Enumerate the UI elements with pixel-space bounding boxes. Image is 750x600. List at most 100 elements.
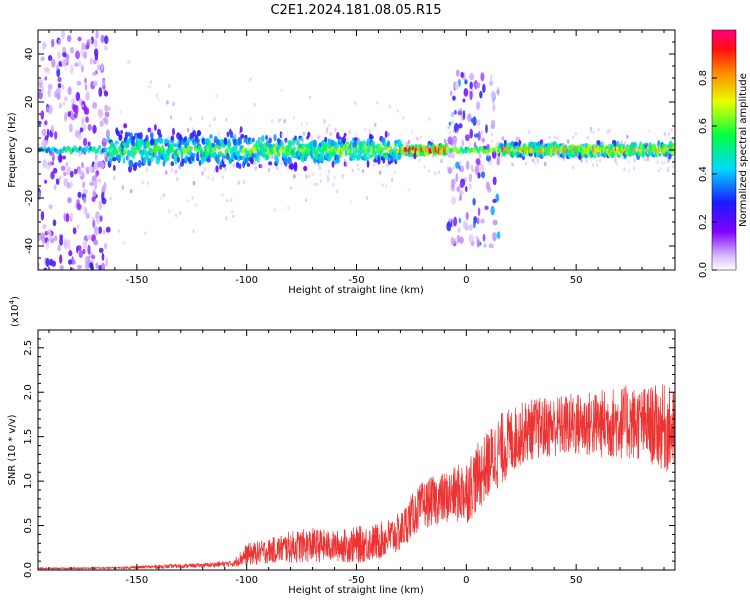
spectrogram-cell bbox=[46, 240, 49, 250]
spectrogram-cell bbox=[580, 158, 583, 163]
spectrogram-cell bbox=[67, 259, 73, 265]
spectrogram-cell bbox=[96, 59, 100, 64]
spectrogram-cell bbox=[485, 124, 488, 134]
spectrogram-cell bbox=[91, 175, 97, 182]
spectrogram-cell bbox=[70, 97, 76, 104]
spectrogram-cell bbox=[223, 137, 228, 146]
spectrogram-cell bbox=[357, 153, 362, 159]
spectrogram-cell bbox=[261, 135, 265, 143]
spectrogram-cell bbox=[535, 157, 539, 161]
snr-y-axis-label: SNR (10 * v/v) bbox=[7, 414, 18, 485]
spectrogram-cell bbox=[450, 112, 455, 118]
spectrogram-cell bbox=[184, 135, 188, 142]
spectrogram-cell bbox=[393, 170, 396, 175]
spectrogram-cell bbox=[48, 230, 52, 241]
spectrogram-cell bbox=[123, 123, 128, 129]
spectrogram-cell bbox=[557, 155, 561, 159]
spectrogram-cell bbox=[485, 154, 492, 162]
spectrogram-x-tick-label: -100 bbox=[235, 275, 258, 286]
spectrogram-cell bbox=[60, 165, 66, 171]
spectrogram-cell bbox=[253, 102, 256, 107]
spectrogram-cell bbox=[98, 87, 103, 97]
spectrogram-cell bbox=[145, 167, 149, 172]
spectrogram-cell bbox=[462, 98, 466, 103]
spectrogram-cell bbox=[589, 158, 593, 162]
spectrogram-y-tick-label: 20 bbox=[24, 96, 35, 109]
spectrogram-cell bbox=[254, 166, 257, 171]
spectrogram-cell bbox=[308, 95, 312, 100]
spectrogram-cell bbox=[586, 135, 589, 140]
spectrogram-cell bbox=[456, 186, 461, 192]
spectrogram-cell bbox=[455, 161, 460, 169]
spectrogram-cell bbox=[469, 73, 475, 81]
spectrogram-cell bbox=[92, 71, 97, 76]
spectrogram-cell bbox=[636, 147, 640, 152]
spectrogram-cell bbox=[117, 154, 121, 162]
spectrogram-cell bbox=[249, 140, 253, 145]
spectrogram-cell bbox=[103, 242, 108, 250]
spectrogram-x-tick-label: 0 bbox=[463, 275, 469, 286]
spectrogram-cell bbox=[155, 93, 158, 98]
spectrogram-cell bbox=[105, 257, 109, 267]
spectrogram-cell bbox=[232, 214, 235, 219]
spectrogram-cell bbox=[372, 162, 376, 168]
spectrogram-cell bbox=[571, 135, 575, 140]
colorbar-tick-label: 0.6 bbox=[698, 118, 709, 134]
spectrogram-cell bbox=[258, 156, 261, 161]
spectrogram-cell bbox=[56, 67, 61, 78]
spectrogram-cell bbox=[268, 134, 272, 139]
spectrogram-cell bbox=[559, 151, 562, 155]
spectrogram-cell bbox=[115, 150, 119, 156]
spectrogram-cell bbox=[40, 110, 45, 120]
spectrogram-cell bbox=[44, 43, 47, 48]
spectrogram-cell bbox=[170, 161, 175, 167]
spectrogram-cell bbox=[76, 224, 80, 229]
spectrogram-cell bbox=[87, 255, 91, 265]
spectrogram-cell bbox=[238, 139, 242, 145]
spectrogram-cell bbox=[485, 181, 490, 191]
spectrogram-cell bbox=[460, 71, 464, 79]
spectrogram-cell bbox=[98, 226, 103, 234]
spectrogram-cell bbox=[390, 177, 394, 182]
colorbar-ticks: 0.0 0.2 0.4 0.6 0.8 bbox=[698, 70, 717, 278]
spectrogram-cell bbox=[344, 162, 348, 168]
spectrogram-cell bbox=[213, 146, 217, 152]
spectrogram-cell bbox=[68, 123, 73, 133]
spectrogram-cell bbox=[44, 120, 48, 126]
spectrogram-cell bbox=[102, 138, 106, 143]
spectrogram-cell bbox=[643, 157, 647, 162]
spectrogram-cell bbox=[381, 183, 384, 187]
spectrogram-cell bbox=[646, 156, 650, 162]
spectrogram-cell bbox=[476, 217, 480, 225]
spectrogram-cell bbox=[410, 129, 414, 134]
spectrogram-cell bbox=[524, 161, 528, 166]
spectrogram-cell bbox=[346, 137, 349, 141]
spectrogram-cell bbox=[291, 144, 295, 148]
spectrogram-cell bbox=[59, 234, 64, 240]
spectrogram-x-tick-label: 50 bbox=[570, 275, 583, 286]
spectrogram-cell bbox=[101, 191, 105, 201]
spectrogram-cell bbox=[81, 42, 86, 51]
spectrogram-cell bbox=[94, 226, 100, 236]
spectrogram-cell bbox=[663, 161, 667, 165]
spectrogram-cell bbox=[469, 142, 472, 147]
spectrogram-cell bbox=[470, 117, 475, 123]
spectrogram-cell bbox=[103, 35, 109, 44]
spectrogram-cell bbox=[83, 51, 88, 60]
spectrogram-cell bbox=[562, 157, 565, 162]
spectrogram-cell bbox=[468, 183, 472, 190]
spectrogram-cell bbox=[217, 132, 221, 136]
spectrogram-cell bbox=[300, 122, 303, 127]
spectrogram-cell bbox=[192, 152, 196, 158]
spectrogram-cell bbox=[190, 146, 193, 151]
spectrogram-cell bbox=[475, 158, 481, 165]
spectrogram-cell bbox=[75, 50, 81, 60]
snr-y-multiplier: (x104) bbox=[8, 296, 21, 327]
spectrogram-cell bbox=[449, 90, 453, 96]
spectrogram-cell bbox=[95, 154, 98, 159]
spectrogram-cell bbox=[172, 101, 175, 107]
spectrogram-cell bbox=[327, 169, 331, 174]
spectrogram-cell bbox=[159, 196, 163, 201]
spectrogram-cell bbox=[263, 147, 268, 153]
spectrogram-cell bbox=[480, 218, 485, 224]
